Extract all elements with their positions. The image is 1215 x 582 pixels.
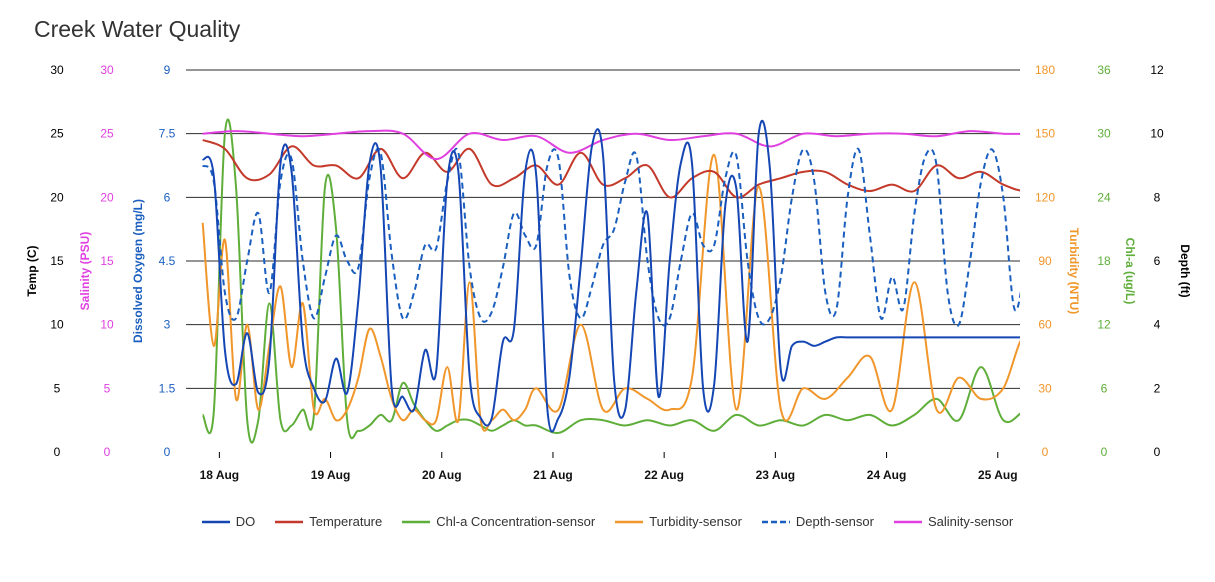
x-tick-label: 25 Aug xyxy=(978,468,1018,482)
axis-tick-label-temp: 0 xyxy=(54,445,61,459)
series-line-depth-sensor[interactable] xyxy=(201,144,1070,327)
axis-tick-label-chla: 30 xyxy=(1097,127,1111,141)
legend-swatch xyxy=(402,520,431,523)
legend-swatch xyxy=(201,520,230,523)
axis-tick-label-depth: 10 xyxy=(1150,127,1164,141)
x-tick-label: 24 Aug xyxy=(867,468,907,482)
x-tick-label: 21 Aug xyxy=(533,468,573,482)
axis-tick-label-salinity: 0 xyxy=(104,445,111,459)
series-line-do[interactable] xyxy=(201,119,1081,433)
axis-tick-label-depth: 12 xyxy=(1150,63,1164,77)
legend-label: Temperature xyxy=(309,514,383,529)
axis-tick-label-turbidity: 150 xyxy=(1035,127,1055,141)
legend-swatch xyxy=(275,520,304,523)
legend-swatch xyxy=(761,520,790,523)
legend-item[interactable]: Turbidity-sensor xyxy=(615,514,742,529)
axis-tick-label-depth: 6 xyxy=(1154,254,1161,268)
axis-tick-label-turbidity: 180 xyxy=(1035,63,1055,77)
axis-tick-label-chla: 36 xyxy=(1097,63,1111,77)
axis-tick-label-do: 0 xyxy=(164,445,171,459)
axis-tick-label-depth: 8 xyxy=(1154,190,1161,204)
axis-tick-label-temp: 10 xyxy=(50,318,64,332)
chart-title: Creek Water Quality xyxy=(34,16,241,42)
axis-tick-label-chla: 6 xyxy=(1101,381,1108,395)
axis-tick-label-depth: 4 xyxy=(1154,318,1161,332)
legend-label: Depth-sensor xyxy=(795,514,874,529)
legend-label: Chl-a Concentration-sensor xyxy=(436,514,596,529)
axis-tick-label-depth: 0 xyxy=(1154,445,1161,459)
axis-tick-label-temp: 30 xyxy=(50,63,64,77)
axis-tick-label-salinity: 15 xyxy=(100,254,114,268)
legend-item[interactable]: Salinity-sensor xyxy=(893,514,1014,529)
x-tick-label: 18 Aug xyxy=(200,468,240,482)
x-tick-label: 20 Aug xyxy=(422,468,462,482)
axis-tick-label-temp: 15 xyxy=(50,254,64,268)
axis-tick-label-turbidity: 0 xyxy=(1042,445,1049,459)
axis-tick-label-salinity: 5 xyxy=(104,381,111,395)
axis-tick-label-do: 7.5 xyxy=(159,127,176,141)
legend-swatch xyxy=(893,520,922,523)
axis-tick-label-salinity: 20 xyxy=(100,190,114,204)
axis-tick-label-depth: 2 xyxy=(1154,381,1161,395)
axis-tick-label-do: 4.5 xyxy=(159,254,176,268)
series-line-salinity-sensor[interactable] xyxy=(202,129,1070,161)
legend-item[interactable]: Chl-a Concentration-sensor xyxy=(402,514,595,529)
axis-tick-label-chla: 18 xyxy=(1097,254,1111,268)
axis-tick-label-temp: 20 xyxy=(50,190,64,204)
chart-legend: DO Temperature Chl-a Concentration-sensor T… xyxy=(0,514,1215,529)
series-group xyxy=(201,118,1081,444)
legend-label: Turbidity-sensor xyxy=(649,514,742,529)
axis-tick-label-do: 3 xyxy=(164,318,171,332)
axis-title-do: Dissolved Oxygen (mg/L) xyxy=(131,199,145,343)
axis-title-temp: Temp (C) xyxy=(25,245,39,296)
series-line-turbidity-sensor[interactable] xyxy=(201,153,1070,432)
axis-title-salinity: Salinity (PSU) xyxy=(78,232,92,311)
axis-tick-label-turbidity: 120 xyxy=(1035,190,1055,204)
axis-title-turbidity: Turbidity (NTU) xyxy=(1067,228,1081,314)
series-line-temperature[interactable] xyxy=(202,139,1070,199)
axis-tick-label-chla: 12 xyxy=(1097,318,1111,332)
legend-item[interactable]: Depth-sensor xyxy=(761,514,874,529)
axis-tick-label-chla: 0 xyxy=(1101,445,1108,459)
x-tick-label: 19 Aug xyxy=(311,468,351,482)
axis-tick-label-salinity: 25 xyxy=(100,127,114,141)
axis-tick-label-do: 9 xyxy=(164,63,171,77)
axis-tick-label-do: 1.5 xyxy=(159,381,176,395)
x-tick-label: 23 Aug xyxy=(756,468,796,482)
series-line-chl-a-concentration-sensor[interactable] xyxy=(201,118,1070,444)
legend-swatch xyxy=(615,520,644,523)
axis-tick-label-salinity: 30 xyxy=(100,63,114,77)
legend-label: DO xyxy=(235,514,256,529)
axis-tick-label-temp: 5 xyxy=(54,381,61,395)
x-tick-label: 22 Aug xyxy=(644,468,684,482)
axis-tick-label-do: 6 xyxy=(164,190,171,204)
legend-item[interactable]: Temperature xyxy=(275,514,382,529)
axis-tick-label-turbidity: 30 xyxy=(1038,381,1052,395)
axis-title-depth: Depth (ft) xyxy=(1178,244,1192,297)
legend-item[interactable]: DO xyxy=(201,514,256,529)
axis-tick-label-chla: 24 xyxy=(1097,190,1111,204)
axis-tick-label-turbidity: 90 xyxy=(1038,254,1052,268)
axis-tick-label-temp: 25 xyxy=(50,127,64,141)
axis-title-chla: Chl-a (ug/L) xyxy=(1123,238,1137,305)
legend-label: Salinity-sensor xyxy=(927,514,1014,529)
axis-tick-label-turbidity: 60 xyxy=(1038,318,1052,332)
axis-tick-label-salinity: 10 xyxy=(100,318,114,332)
